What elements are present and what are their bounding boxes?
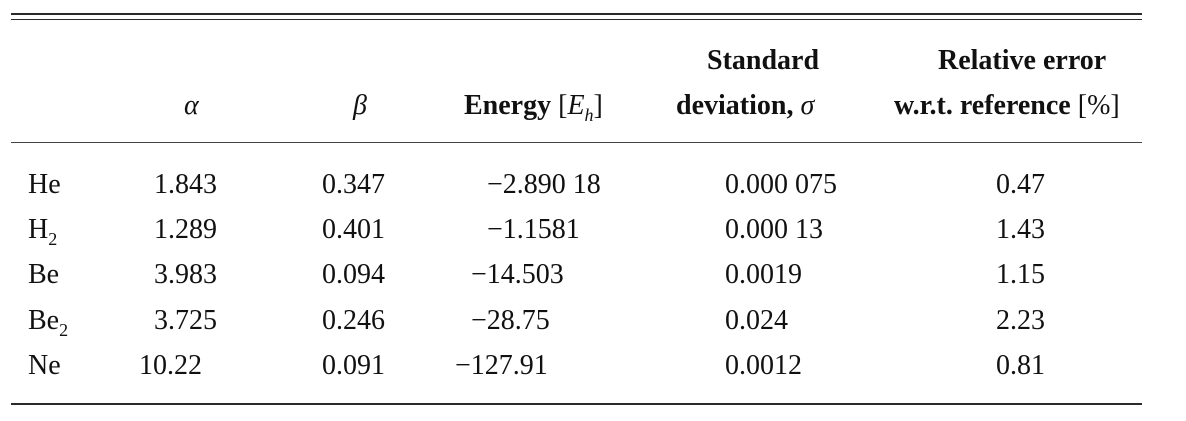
row-name-text: H — [28, 214, 49, 245]
row-name-text: Be — [28, 259, 60, 290]
bottom-rule — [11, 403, 1142, 405]
row-energy: −28.75 — [471, 305, 550, 336]
header-rel-unit: [%] — [1077, 90, 1120, 121]
row-beta: 0.094 — [322, 259, 385, 290]
row-beta: 0.347 — [322, 169, 385, 200]
header-energy-unit-sub: h — [584, 105, 594, 125]
row-beta: 0.246 — [322, 305, 385, 336]
row-alpha: 3.725 — [154, 305, 217, 336]
header-energy-label: Energy — [464, 90, 552, 121]
header-energy-unit-var: E — [567, 90, 585, 121]
row-name-sub: 2 — [59, 320, 69, 340]
row-name: Ne — [28, 352, 61, 380]
row-name: H2 — [28, 214, 57, 249]
row-rel: 1.43 — [996, 214, 1045, 245]
top-rule-secondary — [11, 19, 1142, 20]
row-energy: −2.890 18 — [487, 169, 601, 200]
row-name-text: Ne — [28, 350, 61, 381]
row-name-text: He — [28, 169, 61, 200]
header-energy: Energy [Eh] — [464, 90, 603, 125]
header-std-label: deviation, — [676, 90, 794, 121]
row-alpha: 10.22 — [139, 350, 202, 381]
header-rule — [11, 142, 1142, 143]
header-rel-label: w.r.t. reference — [894, 90, 1071, 121]
header-alpha: α — [184, 90, 199, 121]
header-energy-unit-close: ] — [593, 90, 603, 121]
row-beta: 0.091 — [322, 350, 385, 381]
row-name-text: Be — [28, 305, 60, 336]
row-rel: 1.15 — [996, 259, 1045, 290]
row-energy: −127.91 — [455, 350, 548, 381]
row-name-sub: 2 — [48, 229, 58, 249]
header-std-line2: deviation, σ — [676, 92, 814, 120]
row-rel: 0.81 — [996, 350, 1045, 381]
row-std: 0.000 13 — [725, 214, 823, 245]
header-rel-line2: w.r.t. reference [%] — [894, 92, 1120, 120]
row-rel: 0.47 — [996, 169, 1045, 200]
row-std: 0.024 — [725, 305, 788, 336]
row-std: 0.0019 — [725, 259, 802, 290]
row-energy: −14.503 — [471, 259, 564, 290]
header-rel-line1: Relative error — [938, 45, 1107, 76]
row-name: Be — [28, 261, 59, 289]
row-alpha: 1.289 — [154, 214, 217, 245]
header-std-line1: Standard — [707, 45, 820, 76]
row-beta: 0.401 — [322, 214, 385, 245]
row-name: He — [28, 171, 61, 199]
row-alpha: 1.843 — [154, 169, 217, 200]
row-name: Be2 — [28, 305, 68, 340]
row-rel: 2.23 — [996, 305, 1045, 336]
row-energy: −1.1581 — [487, 214, 580, 245]
header-std-symbol: σ — [800, 90, 815, 121]
top-rule — [11, 13, 1142, 15]
row-alpha: 3.983 — [154, 259, 217, 290]
header-energy-unit-open: [ — [558, 90, 568, 121]
row-std: 0.0012 — [725, 350, 802, 381]
header-beta: β — [353, 90, 367, 121]
row-std: 0.000 075 — [725, 169, 837, 200]
